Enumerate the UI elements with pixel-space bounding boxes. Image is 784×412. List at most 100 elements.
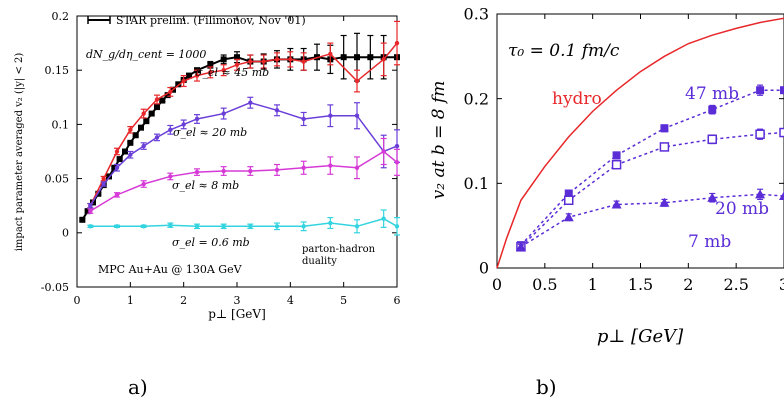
a-data-point	[122, 148, 128, 155]
a-series-line	[89, 150, 398, 212]
a-y-tick-label: 0.2	[52, 10, 70, 23]
b-series-3	[515, 188, 784, 251]
a-x-tick-label: 2	[180, 294, 187, 307]
a-x-tick-label: 0	[74, 294, 81, 307]
b-annotation: τ₀ = 0.1 fm/c	[508, 41, 620, 61]
a-series-line	[89, 101, 398, 207]
a-annotation: dN_g/dη_cent = 1000	[86, 48, 206, 61]
b-annotation: 47 mb	[685, 84, 739, 104]
panel-b-chart: 0 0.5 1 1.5 2 2.5 3 0 0.1 0.2 0.3 τ₀ = 0.1 fm/c hyd…	[429, 5, 784, 347]
a-data-point	[301, 224, 306, 229]
panel-a-label: a)	[128, 375, 148, 399]
a-annotation: parton-hadron	[302, 244, 376, 255]
a-data-point	[168, 127, 173, 133]
b-data-point	[515, 241, 526, 251]
a-data-point	[141, 143, 146, 149]
b-data-point	[564, 189, 573, 198]
a-series-2	[87, 96, 400, 209]
a-y-tick-label: -0.05	[41, 281, 69, 294]
a-data-point	[127, 139, 134, 146]
a-data-point	[159, 97, 166, 104]
a-data-point	[354, 165, 360, 170]
b-data-point	[563, 212, 574, 222]
a-data-point	[248, 59, 253, 64]
a-x-tick-label: 4	[287, 294, 294, 307]
a-data-point	[194, 169, 200, 175]
a-data-point	[301, 165, 306, 170]
a-data-point	[381, 149, 386, 154]
a-data-point	[132, 132, 139, 139]
b-x-tick-label: 3	[779, 275, 784, 294]
a-data-point	[221, 224, 226, 229]
a-data-point	[394, 160, 400, 165]
b-x-tick-label: 1	[588, 275, 598, 294]
a-data-point	[194, 73, 200, 78]
b-y-axis-label: v₂ at b = 8 fm	[429, 81, 449, 200]
a-data-point	[88, 208, 93, 214]
b-annotation: 7 mb	[688, 232, 731, 252]
panel-b-annotations: τ₀ = 0.1 fm/c hydro 47 mb 20 mb 7 mb p⊥ [GeV]…	[429, 41, 769, 347]
a-annotation: MPC Au+Au @ 130A GeV	[98, 263, 243, 276]
a-series-3	[87, 137, 400, 214]
a-data-point	[128, 127, 133, 133]
a-x-tick-label: 1	[127, 294, 134, 307]
b-y-tick-label: 0.1	[464, 174, 489, 193]
b-data-point	[779, 127, 784, 138]
a-data-point	[248, 168, 253, 174]
a-series-line	[90, 217, 398, 228]
a-data-point	[114, 224, 120, 229]
a-data-point	[301, 116, 306, 122]
b-data-point	[755, 189, 766, 199]
a-data-point	[114, 192, 120, 198]
a-data-point	[154, 97, 160, 102]
a-data-point	[154, 104, 160, 111]
panel-b-label: b)	[536, 375, 557, 399]
b-series-line	[520, 131, 784, 248]
a-data-point	[394, 143, 400, 149]
a-data-point	[288, 57, 293, 62]
b-series-2	[516, 127, 784, 252]
a-data-point	[79, 216, 86, 223]
a-y-axis-label: impact parameter averaged v₂ (|y| < 2)	[14, 53, 25, 252]
b-data-point	[564, 195, 574, 206]
a-data-point	[394, 224, 400, 229]
a-y-tick-label: 0.05	[45, 172, 70, 185]
b-data-point	[707, 134, 717, 145]
b-data-point	[611, 199, 622, 209]
b-x-tick-label: 2.5	[723, 275, 748, 294]
a-data-point	[164, 92, 171, 99]
b-data-point	[707, 192, 718, 202]
a-data-point	[261, 59, 266, 64]
b-x-tick-label: 1.5	[628, 275, 653, 294]
a-x-tick-label: 6	[394, 294, 401, 307]
a-data-point	[340, 54, 347, 61]
a-data-point	[128, 152, 133, 157]
a-data-point	[234, 54, 240, 61]
a-data-point	[221, 68, 226, 73]
a-data-point	[181, 122, 186, 127]
panel-a-marks	[79, 20, 400, 236]
a-data-point	[234, 62, 240, 67]
a-data-point	[248, 224, 253, 229]
a-data-point	[274, 57, 280, 62]
a-data-point	[88, 224, 93, 229]
a-data-point	[168, 223, 173, 228]
a-data-point	[221, 168, 226, 174]
a-data-point	[111, 164, 118, 171]
a-annotation: σ_el = 0.6 mb	[172, 236, 250, 249]
a-annotation: σ_el ≈ 8 mb	[172, 179, 239, 192]
a-data-point	[141, 181, 146, 187]
a-data-point	[168, 174, 173, 179]
a-data-point	[194, 224, 200, 229]
b-x-tick-label: 0	[492, 275, 502, 294]
a-data-point	[116, 156, 123, 163]
b-annotation: 20 mb	[715, 199, 769, 219]
a-data-point	[328, 113, 333, 118]
a-data-point	[175, 81, 182, 88]
b-y-tick-label: 0.2	[464, 89, 489, 108]
a-data-point	[301, 59, 306, 64]
b-y-tick-label: 0	[479, 259, 489, 278]
b-x-tick-label: 0.5	[532, 275, 557, 294]
a-data-point	[207, 61, 214, 68]
b-data-point	[708, 105, 717, 114]
